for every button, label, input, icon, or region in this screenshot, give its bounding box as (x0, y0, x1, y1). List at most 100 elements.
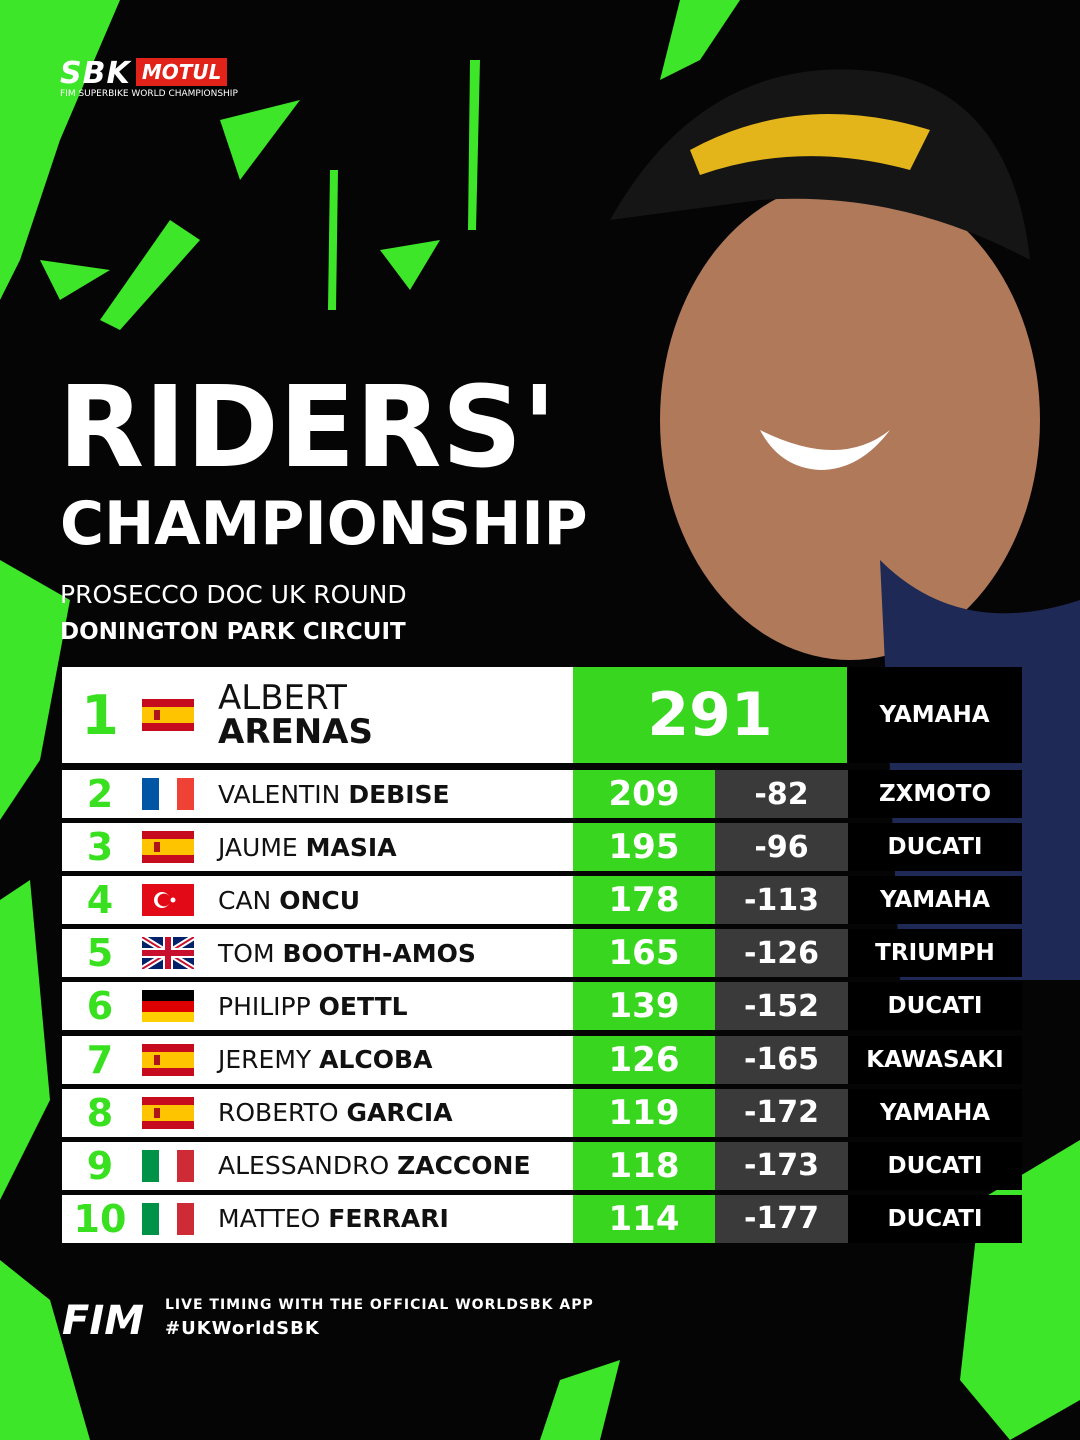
flag-cell (142, 1195, 194, 1243)
last-name: FERRARI (328, 1204, 449, 1234)
standings-row: 3 JAUME MASIA 195 -96 DUCATI (62, 823, 1022, 872)
standings-row: 8 ROBERTO GARCIA 119 -172 YAMAHA (62, 1088, 1022, 1137)
gap: -82 (715, 770, 848, 818)
position: 5 (86, 931, 114, 976)
standings-row: 6 PHILIPP OETTL 139 -152 DUCATI (62, 982, 1022, 1031)
position: 2 (86, 772, 114, 816)
gap: -173 (715, 1141, 848, 1190)
position: 10 (73, 1196, 127, 1241)
flag (142, 1096, 194, 1129)
points: 139 (573, 982, 715, 1031)
flag-cell (142, 823, 194, 871)
points: 114 (573, 1194, 715, 1243)
rider-name: TOM BOOTH-AMOS (218, 929, 568, 977)
name-space (311, 992, 319, 1021)
rider-photo (610, 69, 1080, 980)
name-space (311, 1045, 319, 1074)
flag-cell (142, 1089, 194, 1137)
points: 291 (573, 667, 847, 763)
rider-name: ALESSANDRO ZACCONE (218, 1142, 568, 1190)
first-name: JAUME (218, 832, 298, 862)
team: ZXMOTO (848, 770, 1022, 818)
first-name: CAN (218, 885, 272, 915)
hashtag: #UKWorldSBK (165, 1318, 320, 1339)
team: KAWASAKI (848, 1035, 1022, 1084)
position: 8 (86, 1090, 114, 1135)
position: 3 (86, 825, 114, 870)
name-space (340, 780, 348, 809)
team: DUCATI (848, 823, 1022, 872)
standings-row: 9 ALESSANDRO ZACCONE 118 -173 DUCATI (62, 1141, 1022, 1190)
gap: -172 (715, 1088, 848, 1137)
first-name: MATTEO (218, 1204, 321, 1234)
last-name: MASIA (305, 832, 397, 862)
app-text: LIVE TIMING WITH THE OFFICIAL WORLDSBK A… (165, 1297, 594, 1313)
standings-row: 2 VALENTIN DEBISE 209 -82 ZXMOTO (62, 770, 1022, 818)
name-space (298, 833, 306, 862)
last-name: DEBISE (348, 779, 450, 809)
rider-name: ALBERT ARENAS (218, 667, 568, 763)
flag (142, 778, 194, 810)
position: 1 (81, 683, 119, 747)
standings-row: 10 MATTEO FERRARI 114 -177 DUCATI (62, 1194, 1022, 1243)
last-name: ALCOBA (319, 1045, 433, 1074)
circuit-name: DONINGTON PARK CIRCUIT (60, 619, 406, 645)
last-name: ARENAS (218, 712, 373, 752)
points: 178 (573, 876, 715, 925)
name-space (339, 1098, 347, 1127)
flag-cell (142, 1036, 194, 1084)
team: YAMAHA (848, 876, 1022, 925)
logo: SBK MOTUL FIM SUPERBIKE WORLD CHAMPIONSH… (60, 56, 238, 99)
first-name: JEREMY (218, 1045, 312, 1074)
points: 165 (573, 929, 715, 978)
position: 4 (86, 878, 114, 923)
rider-name: PHILIPP OETTL (218, 982, 568, 1030)
flag-cell (142, 982, 194, 1030)
rider-name: JAUME MASIA (218, 823, 568, 871)
name-space (320, 1204, 328, 1233)
gap: -126 (715, 929, 848, 978)
gap: -165 (715, 1035, 848, 1084)
gap: -113 (715, 876, 848, 925)
flag-cell (142, 667, 194, 763)
flag-cell (142, 1142, 194, 1190)
gap: -96 (715, 823, 848, 872)
rider-name: VALENTIN DEBISE (218, 770, 568, 818)
gap: -177 (715, 1194, 848, 1243)
logo-sponsor: MOTUL (135, 58, 228, 86)
round-name: PROSECCO DOC UK ROUND (60, 580, 407, 609)
flag (142, 831, 194, 864)
position: 7 (86, 1037, 114, 1082)
logo-brand: SBK (60, 56, 131, 91)
last-name: ZACCONE (397, 1151, 531, 1181)
points: 209 (573, 770, 715, 818)
team: DUCATI (848, 1141, 1022, 1190)
points: 118 (573, 1141, 715, 1190)
gap: -152 (715, 982, 848, 1031)
standings-row: 7 JEREMY ALCOBA 126 -165 KAWASAKI (62, 1035, 1022, 1084)
flag (142, 990, 194, 1023)
name-space (389, 1151, 397, 1180)
points: 126 (573, 1035, 715, 1084)
team: YAMAHA (847, 667, 1022, 763)
flag-cell (142, 876, 194, 924)
last-name: OETTL (318, 991, 408, 1021)
first-name: VALENTIN (218, 779, 341, 809)
logo-tagline: FIM SUPERBIKE WORLD CHAMPIONSHIP (60, 89, 238, 99)
title-line2: CHAMPIONSHIP (60, 489, 588, 559)
first-name: ROBERTO (218, 1098, 339, 1128)
name-space (271, 886, 279, 915)
position: 6 (86, 984, 114, 1029)
team: DUCATI (848, 982, 1022, 1031)
flag (142, 884, 194, 917)
team: YAMAHA (848, 1088, 1022, 1137)
flag (142, 1202, 194, 1235)
last-name: BOOTH-AMOS (282, 938, 476, 968)
rider-name: MATTEO FERRARI (218, 1195, 568, 1243)
points: 119 (573, 1088, 715, 1137)
standings-row: 5 TOM BOOTH-AMOS 165 -126 TRIUMPH (62, 929, 1022, 978)
team: TRIUMPH (848, 929, 1022, 978)
title-line1: RIDERS' (58, 363, 557, 493)
